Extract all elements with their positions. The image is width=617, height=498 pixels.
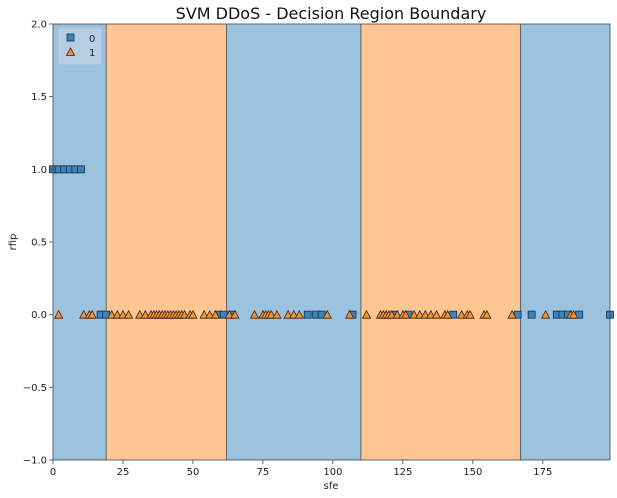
point-class-1-65 <box>568 309 579 319</box>
point-class-1-52 <box>420 309 430 319</box>
point-class-1-4 <box>107 309 117 319</box>
point-class-1-5 <box>112 309 123 319</box>
point-class-1-57 <box>456 309 467 319</box>
point-class-1-27 <box>210 309 221 319</box>
point-class-1-40 <box>345 309 355 319</box>
data-points <box>49 165 614 319</box>
point-class-1-61 <box>482 309 492 319</box>
legend-marker-triangle <box>65 47 76 56</box>
point-class-1-9 <box>140 309 151 319</box>
point-class-1-54 <box>431 309 442 319</box>
region-1-class-1 <box>106 24 227 460</box>
point-class-0-5 <box>77 165 85 174</box>
point-class-1-29 <box>230 309 240 319</box>
point-class-1-30 <box>249 309 260 319</box>
region-4-class-0 <box>520 24 610 460</box>
y-tick-label-2: 0.0 <box>31 310 47 321</box>
x-tick-label-6: 150 <box>463 467 482 478</box>
point-class-1-37 <box>289 309 299 319</box>
y-tick-label-0: −1.0 <box>23 456 47 467</box>
point-class-1-56 <box>442 309 453 319</box>
point-class-1-34 <box>266 309 276 319</box>
y-axis-ticks: −1.0 −0.5 0.0 0.5 1.0 1.5 2.0 <box>23 20 53 467</box>
x-tick-label-0: 0 <box>50 467 56 478</box>
x-tick-label-3: 75 <box>257 467 270 478</box>
point-class-1-0 <box>53 309 64 319</box>
point-class-1-24 <box>188 309 198 319</box>
point-class-0-19 <box>527 310 536 319</box>
point-class-1-36 <box>283 309 293 319</box>
point-class-1-28 <box>224 309 235 319</box>
x-axis-label: sfe <box>324 481 339 492</box>
point-class-1-22 <box>179 309 190 319</box>
point-class-1-6 <box>118 309 128 319</box>
point-class-1-47 <box>392 309 402 319</box>
x-axis-ticks: 0 25 50 75 100 125 150 175 <box>50 460 552 478</box>
point-class-1-50 <box>409 309 419 319</box>
y-axis-label: rfip <box>8 234 19 251</box>
point-class-1-62 <box>507 309 517 319</box>
y-tick-label-4: 1.0 <box>31 165 47 176</box>
point-class-1-38 <box>294 309 304 319</box>
point-class-1-3 <box>87 309 97 319</box>
point-class-1-49 <box>401 309 411 319</box>
x-tick-label-7: 175 <box>533 467 552 478</box>
point-class-1-46 <box>387 309 397 319</box>
y-tick-label-3: 0.5 <box>31 238 47 249</box>
region-3-class-1 <box>360 24 521 460</box>
point-class-1-53 <box>426 309 436 319</box>
chart-title: SVM DDoS - Decision Region Boundary <box>176 4 487 23</box>
legend-label-0: 0 <box>89 34 95 45</box>
region-2-class-0 <box>226 24 361 460</box>
legend: 0 1 <box>58 28 102 65</box>
point-class-0-11 <box>303 310 312 319</box>
point-class-1-51 <box>415 309 425 319</box>
y-tick-label-5: 1.5 <box>31 92 47 103</box>
point-class-1-63 <box>540 309 551 319</box>
region-0-class-0 <box>53 24 107 460</box>
point-class-1-26 <box>205 309 215 319</box>
point-class-1-59 <box>465 309 475 319</box>
point-class-1-1 <box>79 309 89 319</box>
point-class-1-35 <box>272 309 282 319</box>
legend-marker-square <box>66 33 75 42</box>
point-class-1-8 <box>135 309 145 319</box>
x-tick-label-5: 125 <box>393 467 412 478</box>
x-tick-label-4: 100 <box>323 467 342 478</box>
legend-label-1: 1 <box>89 48 95 59</box>
boundary-lines <box>105 24 521 460</box>
point-class-1-7 <box>123 309 134 319</box>
decision-regions <box>53 24 610 460</box>
y-tick-label-1: −0.5 <box>23 383 47 394</box>
x-tick-label-1: 25 <box>117 467 130 478</box>
y-tick-label-6: 2.0 <box>31 20 47 31</box>
point-class-1-41 <box>361 309 372 319</box>
point-class-1-39 <box>322 309 332 319</box>
point-class-1-25 <box>199 309 209 319</box>
x-tick-label-2: 50 <box>187 467 200 478</box>
